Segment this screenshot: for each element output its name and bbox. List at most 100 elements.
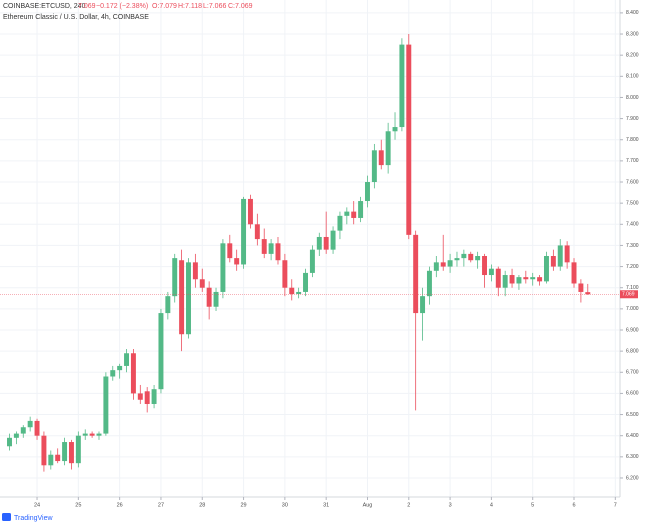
candle-body	[165, 296, 171, 314]
x-tick-label: 27	[158, 502, 164, 508]
y-tick-label: 6.900	[626, 327, 639, 333]
candle-body	[309, 249, 315, 273]
logo-icon	[2, 513, 11, 521]
candle-body	[199, 279, 205, 288]
chart-title: COINBASE:ETCUSD, 240	[3, 3, 86, 10]
candle-body	[406, 44, 412, 235]
candle-body	[62, 442, 68, 462]
y-tick-label: 8.200	[626, 53, 639, 59]
y-tick-label: 7.200	[626, 264, 639, 270]
open-quote: O:7.079	[152, 3, 177, 10]
y-tick-label: 6.600	[626, 391, 639, 397]
candle-body	[137, 393, 143, 400]
candle-body	[495, 268, 501, 288]
x-tick-label: 31	[323, 502, 329, 508]
last-price-label: 7.069	[622, 292, 635, 298]
candle-body	[468, 253, 474, 261]
x-tick-label: Aug	[363, 502, 373, 508]
candle-body	[482, 256, 487, 276]
candle-body	[454, 258, 460, 261]
candle-body	[282, 260, 288, 288]
candle-body	[268, 243, 274, 254]
candle-body	[440, 262, 446, 267]
last-quote: 7.069	[78, 3, 96, 10]
candle-body	[509, 275, 515, 284]
candle-body	[344, 211, 350, 216]
x-tick-label: 29	[241, 502, 247, 508]
candle-body	[530, 277, 536, 280]
candle-body	[475, 256, 481, 261]
candle-body	[413, 234, 419, 314]
candle-body	[144, 391, 150, 404]
candle-body	[585, 292, 591, 295]
candle-body	[220, 243, 226, 292]
candle-body	[571, 262, 577, 284]
candle-body	[68, 442, 74, 464]
y-tick-label: 6.400	[626, 433, 639, 439]
candle-body	[75, 435, 81, 464]
x-tick-label: 2	[407, 502, 410, 508]
x-tick-label: 28	[199, 502, 205, 508]
candle-body	[124, 353, 130, 366]
candle-body	[564, 245, 570, 263]
close-quote: C:7.069	[228, 3, 253, 10]
y-tick-label: 6.300	[626, 454, 639, 460]
y-tick-label: 7.700	[626, 158, 639, 164]
candle-body	[179, 260, 185, 335]
y-tick-label: 6.500	[626, 412, 639, 418]
y-tick-label: 7.900	[626, 116, 639, 122]
candle-body	[34, 420, 40, 436]
candle-body	[289, 287, 295, 295]
candle-body	[557, 245, 563, 267]
candle-body	[55, 454, 61, 462]
x-tick-label: 6	[572, 502, 575, 508]
y-tick-label: 7.500	[626, 200, 639, 206]
candle-body	[158, 313, 164, 390]
x-tick-label: 7	[614, 502, 617, 508]
high-quote: H:7.118	[178, 3, 202, 10]
candle-body	[241, 198, 247, 265]
y-tick-label: 8.300	[626, 31, 639, 37]
candle-body	[516, 277, 522, 284]
candle-body	[20, 427, 26, 434]
candle-body	[117, 365, 123, 371]
candle-body	[96, 433, 102, 436]
candle-body	[13, 433, 19, 438]
candle-body	[578, 283, 584, 292]
candle-body	[206, 287, 212, 307]
brand-logo: TradingView	[2, 513, 53, 522]
chart-subtitle: Ethereum Classic / U.S. Dollar, 4h, COIN…	[3, 14, 149, 21]
y-tick-label: 7.400	[626, 222, 639, 228]
candle-body	[461, 253, 467, 259]
candle-body	[316, 236, 322, 250]
y-tick-label: 7.100	[626, 285, 639, 291]
candle-body	[523, 277, 529, 280]
candle-body	[385, 131, 391, 166]
y-tick-label: 7.600	[626, 179, 639, 185]
candles	[0, 34, 620, 472]
candle-body	[151, 389, 157, 404]
low-quote: L:7.066	[203, 3, 226, 10]
grid	[0, 0, 620, 497]
y-tick-label: 8.100	[626, 74, 639, 80]
candle-body	[358, 201, 364, 218]
candle-body	[261, 239, 267, 254]
candle-body	[447, 260, 453, 267]
y-tick-label: 8.000	[626, 95, 639, 101]
candle-body	[399, 44, 405, 128]
x-tick-label: 5	[531, 502, 534, 508]
candle-body	[378, 150, 384, 166]
candle-body	[192, 262, 198, 280]
candle-body	[89, 433, 95, 436]
candle-body	[247, 198, 253, 225]
candle-body	[337, 215, 343, 231]
x-tick-label: 24	[34, 502, 40, 508]
candle-body	[186, 262, 191, 335]
candle-body	[351, 211, 357, 218]
y-tick-label: 6.200	[626, 475, 639, 481]
candle-body	[27, 420, 33, 428]
candle-body	[110, 370, 116, 377]
candle-body	[502, 275, 508, 288]
x-tick-label: 4	[490, 502, 493, 508]
candle-body	[227, 243, 233, 259]
